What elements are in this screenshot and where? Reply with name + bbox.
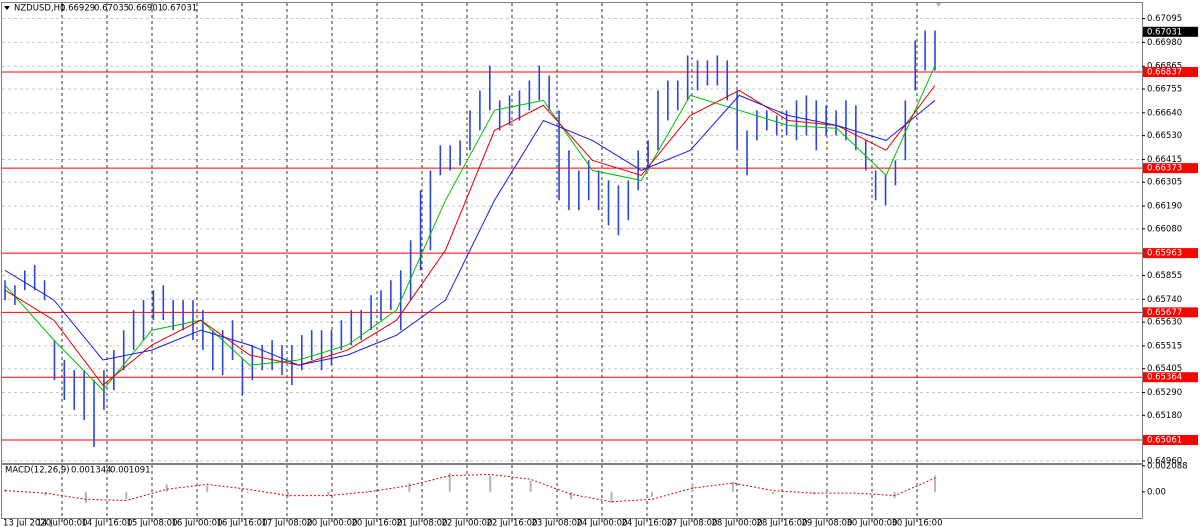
x-tick-label: 22 Jul 16:00	[487, 519, 538, 527]
current-price-box	[1143, 26, 1198, 37]
macd-bar	[489, 475, 492, 492]
y-tick-label: 0.67095	[1147, 14, 1182, 24]
y-tick-label: 0.66640	[1147, 108, 1182, 118]
macd-bar	[691, 483, 694, 492]
level-label-box	[1143, 248, 1198, 259]
moving-average	[4, 94, 936, 366]
y-tick-label: 0.66530	[1147, 131, 1182, 141]
macd-bar	[367, 490, 370, 492]
y-tick-label: 0.002088	[1147, 461, 1188, 471]
macd-value: 0.001344	[71, 466, 112, 476]
level-label-box	[1143, 67, 1198, 77]
x-tick-label: 21 Jul 08:00	[397, 519, 448, 527]
macd-bar	[84, 491, 87, 504]
macd-bar	[570, 491, 573, 500]
y-tick-label: 0.66865	[1147, 62, 1182, 72]
x-tick-label: 24 Jul 16:00	[622, 519, 673, 527]
level-label: 0.65677	[1147, 308, 1182, 318]
macd-signal	[4, 473, 936, 503]
macd-bar	[125, 491, 128, 500]
x-tick-label: 27 Jul 08:00	[667, 519, 718, 527]
macd-bar	[448, 473, 451, 492]
marks-layer	[2, 30, 1142, 504]
level-label: 0.65364	[1147, 373, 1182, 383]
level-label: 0.66373	[1147, 164, 1182, 174]
y-tick-label: 0.66305	[1147, 178, 1182, 188]
macd-bar	[893, 491, 896, 499]
labels-layer: 0.67095 0.66980 0.66865 0.66755 0.66640 0.665…	[3, 14, 1198, 527]
level-label-box	[1143, 372, 1198, 383]
y-tick-label: 0.65740	[1147, 295, 1182, 305]
x-tick-label: 16 Jul 16:00	[217, 519, 268, 527]
moving-average	[4, 85, 936, 386]
ohlc-low: 0.66901	[128, 4, 163, 14]
macd-bar	[165, 484, 168, 492]
ohlc-high: 0.67035	[94, 4, 129, 14]
level-label-box	[1143, 307, 1198, 318]
moving-average	[4, 65, 936, 391]
grid-layer	[2, 3, 1142, 518]
macd-bar	[4, 489, 6, 492]
x-tick-label: 23 Jul 08:00	[532, 519, 583, 527]
y-tick-label: 0.65290	[1147, 388, 1182, 398]
macd-bar	[853, 491, 856, 493]
x-tick-label: 13 Jul 2020	[3, 519, 51, 527]
y-tick-label: 0.65855	[1147, 271, 1182, 281]
macd-title: MACD(12,26,9)	[5, 466, 70, 476]
macd-bar	[287, 491, 290, 497]
y-tick-label: 0.65515	[1147, 341, 1182, 351]
price-panel-border	[1, 2, 1143, 464]
level-label: 0.66837	[1147, 68, 1182, 78]
symbol: NZDUSD,H1	[14, 4, 65, 14]
x-tick-label: 22 Jul 00:00	[442, 519, 493, 527]
y-tick-label: 0.65630	[1147, 318, 1182, 328]
macd-bar	[529, 480, 532, 492]
symbol-menu-arrow	[4, 6, 10, 10]
macd-signal-value: 0.001091	[110, 466, 151, 476]
y-tick-label: 0.00	[1147, 487, 1166, 497]
x-tick-label: 28 Jul 16:00	[757, 519, 808, 527]
x-tick-label: 16 Jul 00:00	[172, 519, 223, 527]
current-price-label: 0.67031	[1147, 27, 1182, 37]
x-tick-label: 28 Jul 00:00	[712, 519, 763, 527]
macd-bar	[610, 491, 613, 504]
macd-bar	[650, 491, 653, 497]
y-tick-label: 0.64960	[1147, 456, 1182, 466]
x-tick-label: 14 Jul 16:00	[82, 519, 133, 527]
x-tick-label: 15 Jul 08:00	[127, 519, 178, 527]
y-tick-label: 0.66080	[1147, 224, 1182, 234]
ohlc-open: 0.66929	[60, 4, 95, 14]
macd-bar	[44, 491, 47, 496]
macd-bar	[731, 481, 734, 492]
y-tick-label: 0.66415	[1147, 155, 1182, 165]
level-label-box	[1143, 163, 1198, 174]
x-tick-label: 29 Jul 08:00	[802, 519, 853, 527]
shift-marker	[936, 3, 941, 7]
y-tick-label: 0.65405	[1147, 364, 1182, 374]
macd-bar	[772, 491, 775, 495]
level-label-box	[1143, 435, 1198, 445]
x-tick-label: 20 Jul 00:00	[307, 519, 358, 527]
y-tick-label: 0.65180	[1147, 411, 1182, 421]
x-tick-label: 30 Jul 00:00	[847, 519, 898, 527]
ohlc-close: 0.67031	[162, 4, 197, 14]
x-tick-label: 20 Jul 16:00	[352, 519, 403, 527]
level-label: 0.65963	[1147, 249, 1182, 259]
macd-bar	[206, 485, 209, 492]
x-tick-label: 30 Jul 16:00	[892, 519, 943, 527]
y-tick-label: 0.66980	[1147, 38, 1182, 48]
macd-bar	[327, 491, 330, 496]
macd-bar	[408, 483, 411, 492]
x-tick-label: 17 Jul 08:00	[262, 519, 313, 527]
y-tick-label: 0.66755	[1147, 84, 1182, 94]
level-label: 0.65061	[1147, 436, 1182, 446]
x-tick-label: 24 Jul 00:00	[577, 519, 628, 527]
macd-bar	[246, 491, 249, 494]
macd-bar	[934, 475, 936, 492]
x-tick-label: 14 Jul 00:00	[37, 519, 88, 527]
y-tick-label: 0.66190	[1147, 202, 1182, 212]
